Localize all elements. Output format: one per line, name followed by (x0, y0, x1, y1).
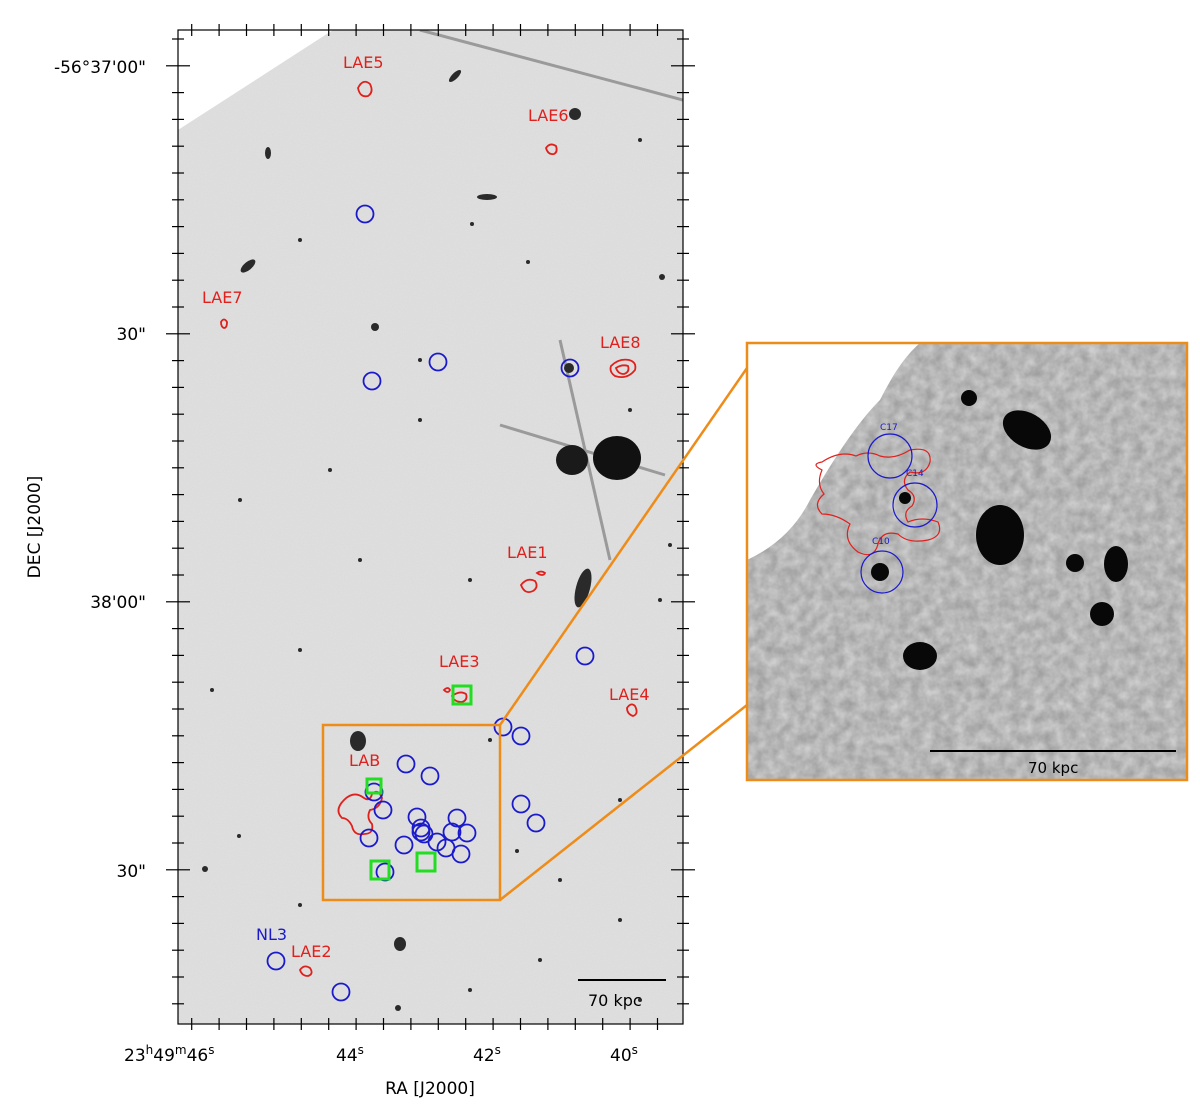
member-circle (442, 822, 462, 842)
field-sources (202, 69, 672, 1011)
inset-lab-contour (815, 448, 941, 556)
xtick-label: 42s (473, 1043, 501, 1066)
ytick-label: -56°37'00" (54, 58, 146, 78)
member-circle (373, 800, 393, 820)
member-circle (526, 813, 546, 833)
lae-contours (220, 80, 638, 977)
member-circle (362, 371, 382, 391)
label-lae2: LAE2 (291, 942, 332, 961)
main-scalebar-label: 70 kpc (588, 991, 642, 1010)
member-circle (511, 794, 531, 814)
xtick-label: 23h49m46s (124, 1043, 215, 1066)
label-lae7: LAE7 (202, 288, 243, 307)
label-lae4: LAE4 (609, 685, 650, 704)
member-circle (560, 358, 580, 378)
inset-scalebar-label: 70 kpc (1028, 759, 1078, 777)
ytick-label: 30" (117, 862, 146, 882)
label-lae5: LAE5 (343, 53, 384, 72)
inset-member-circles (860, 433, 938, 594)
main-image-panel (166, 24, 695, 1030)
member-circles (266, 204, 595, 1002)
member-circle (359, 828, 379, 848)
member-circle (394, 835, 414, 855)
label-nl3: NL3 (256, 925, 287, 944)
member-circle (411, 822, 431, 842)
inset-label-c14: C14 (906, 469, 924, 479)
member-circle (331, 982, 351, 1002)
member-circle (457, 823, 477, 843)
member-circle (266, 951, 286, 971)
bright-star (593, 436, 641, 480)
zoom-inset-panel: C17 C14 C10 70 kpc (745, 341, 1189, 782)
zoom-indicator (321, 367, 749, 902)
xtick-label: 44s (336, 1043, 364, 1066)
member-circle (575, 646, 595, 666)
inset-sources (871, 390, 1128, 670)
xtick-label: 40s (610, 1043, 638, 1066)
member-circle (396, 754, 416, 774)
axis-ticks (166, 24, 695, 1030)
label-lae6: LAE6 (528, 106, 569, 125)
x-axis-label: RA [J2000] (385, 1079, 475, 1099)
sky-background (178, 30, 683, 1024)
bright-star (556, 445, 588, 475)
green-squares (365, 684, 473, 881)
ytick-label: 38'00" (90, 593, 146, 613)
member-circle (511, 726, 531, 746)
label-lae3: LAE3 (439, 652, 480, 671)
member-circle (451, 844, 471, 864)
inset-label-c17: C17 (880, 423, 898, 433)
ytick-label: 30" (117, 325, 146, 345)
label-lae1: LAE1 (507, 543, 548, 562)
inset-label-c10: C10 (872, 537, 890, 547)
y-axis-label: DEC [J2000] (25, 476, 45, 579)
member-circle (428, 352, 448, 372)
inset-frame (745, 341, 1189, 782)
label-lae8: LAE8 (600, 333, 641, 352)
member-circle (447, 808, 467, 828)
member-circle (420, 766, 440, 786)
member-circle (355, 204, 375, 224)
label-lab: LAB (349, 751, 380, 770)
image-frame (177, 29, 684, 1025)
